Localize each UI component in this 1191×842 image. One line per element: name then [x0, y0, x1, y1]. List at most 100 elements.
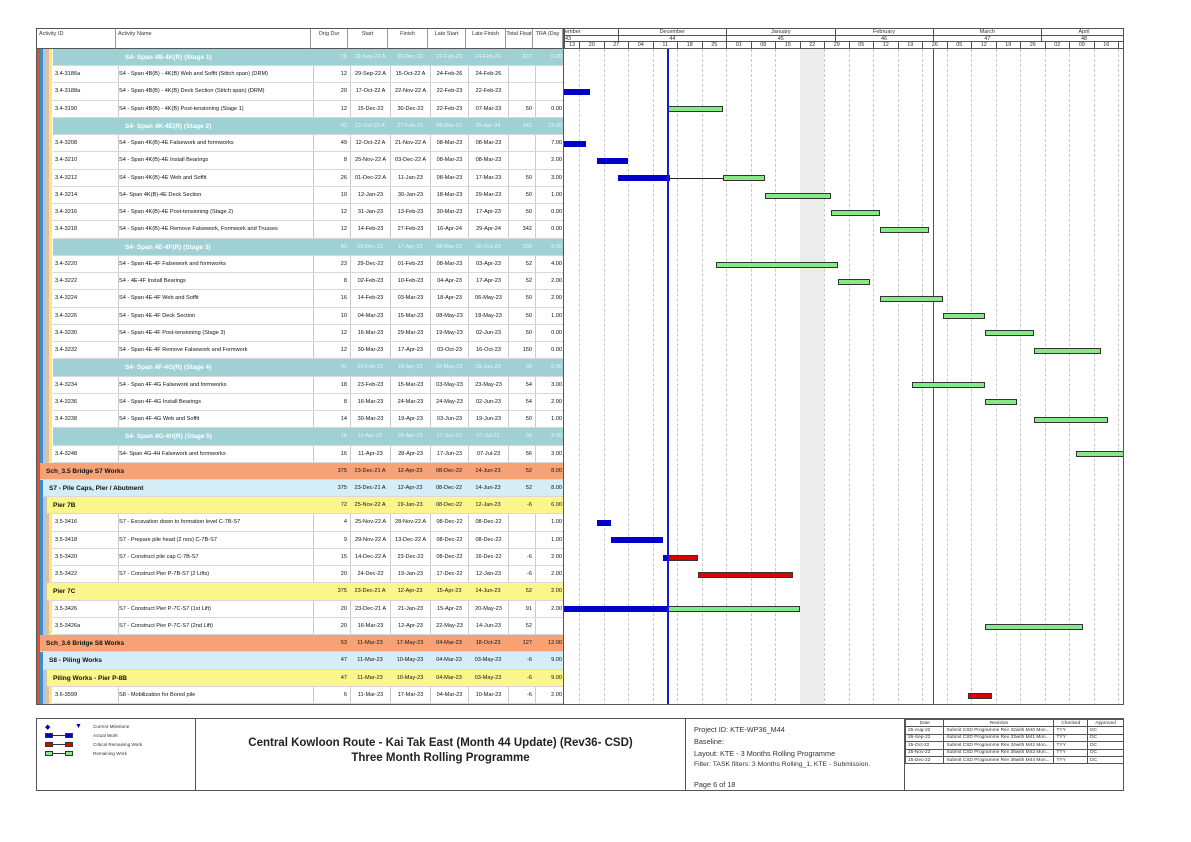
column-header-ls[interactable]: Late Start: [428, 29, 466, 49]
gantt-bar-remaining[interactable]: [1034, 347, 1101, 354]
column-header-tf[interactable]: Total Float: [506, 29, 533, 49]
cell-finish: 19-Jan-23: [390, 566, 430, 583]
revision-cell: 26-Sep-22: [904, 733, 945, 743]
activity-row[interactable]: 3.6-3599 S8 - Mobilization for Bored pile…: [53, 686, 563, 704]
gantt-bar-critical[interactable]: [967, 692, 992, 699]
cell-dur: 8: [313, 152, 350, 169]
gantt-bar-remaining[interactable]: [838, 278, 870, 285]
cell-id: 3.4-3210: [55, 157, 78, 164]
activity-row[interactable]: 3.4-3222 S4 - 4E-4F Install Bearings 8 02-F…: [53, 273, 563, 291]
wbs-group-row[interactable]: S4- Span 4K-4E(R) (Stage 2) 93 12-Oct-22 A…: [53, 117, 563, 136]
wbs-group-row[interactable]: Sch_3.6 Bridge S8 Works 53 11-Mar-23 17-May…: [40, 635, 563, 653]
gantt-bar-remaining[interactable]: [666, 106, 723, 113]
gantt-bar-remaining[interactable]: [943, 313, 985, 320]
gantt-bar-actual[interactable]: [610, 537, 663, 544]
cell-ls: 22-Feb-23: [436, 54, 462, 60]
gantt-bar-actual[interactable]: [663, 554, 667, 561]
activity-row[interactable]: 3.4-3218 S4 - Span 4K(B)-4E Remove Falsew…: [53, 221, 563, 239]
activity-row[interactable]: 3.4-3188a S4 - Span 4B(B) - 4K(B) Deck Se…: [53, 83, 563, 101]
gantt-bar-link[interactable]: [670, 177, 723, 179]
wbs-group-row[interactable]: S4- Span 4F-4G(R) (Stage 4) 41 23-Feb-23 19…: [53, 359, 563, 377]
activity-row[interactable]: 3.5-3426 S7 - Construct Pier P-7C-S7 (1st…: [53, 600, 563, 618]
gantt-bar-remaining[interactable]: [764, 192, 831, 199]
revision-table: Date Revision Checked Approved 25-Aug-22 Subm…: [904, 718, 1124, 765]
activity-row[interactable]: 3.4-3214 S4- Span 4K(B)-4E Deck Section 10…: [53, 186, 565, 205]
gantt-bar-remaining[interactable]: [985, 623, 1083, 630]
activity-row[interactable]: 3.4-3190 S4 - Span 4B(B) - 4K(B) Post-ten…: [53, 100, 563, 118]
column-header-dur[interactable]: Orig Dur: [311, 29, 348, 49]
wbs-group-row[interactable]: Sch_3.5 Bridge S7 Works 375 23-Dec-21 A 12-…: [40, 462, 563, 480]
wbs-group-row[interactable]: S7 - Pile Caps, Pier / Abutment 375 23-Dec…: [43, 480, 563, 498]
gantt-bar-remaining[interactable]: [722, 175, 765, 182]
activity-row[interactable]: 3.4-3220 S4 - Span 4E-4F Falsework and fo…: [53, 255, 563, 274]
cell-tra: 1.00: [535, 186, 565, 204]
gantt-bar-critical[interactable]: [666, 554, 698, 561]
gantt-bar-remaining[interactable]: [1076, 451, 1123, 458]
activity-row[interactable]: 3.4-3210 S4 - Span 4K(B)-4E Install Beari…: [53, 152, 563, 170]
wbs-group-row[interactable]: Pier 7B 72 25-Nov-22 A 19-Jan-23 08-Dec-22 12…: [47, 497, 563, 515]
wbs-group-row[interactable]: Pier 7C 375 23-Dec-21 A 12-Apr-23 15-Apr-23 1…: [47, 583, 563, 601]
gantt-bar-remaining[interactable]: [1034, 416, 1108, 423]
gantt-bar-critical[interactable]: [698, 571, 793, 578]
column-header-name[interactable]: Activity Name: [116, 29, 311, 49]
column-header-tra[interactable]: TRA (Day: [533, 29, 563, 49]
cell-name: Pier 7C: [53, 588, 76, 596]
column-header-id[interactable]: Activity ID: [37, 29, 116, 49]
cell-start: 11-Mar-23: [357, 640, 383, 647]
cell-start: 16-Mar-23: [350, 393, 390, 411]
revision-row: 25-Aug-22 Submit CSD Programme Rev 32with…: [904, 726, 1124, 735]
wbs-level-stripe: [43, 49, 46, 704]
revision-cell: TYY: [1053, 748, 1089, 757]
gantt-bar-actual[interactable]: [596, 520, 611, 527]
activity-row[interactable]: 3.4-3234 S4 - Span 4F-4G Falsework and fo…: [53, 376, 563, 394]
wbs-group-row[interactable]: S4- Span 4G-4H(R) (Stage 5) 16 11-Apr-23 28…: [53, 428, 563, 446]
cell-id: 3.4-3248: [55, 450, 78, 457]
gantt-bar-remaining[interactable]: [880, 227, 929, 234]
activity-row[interactable]: 3.4-3216 S4 - Span 4K(B)-4E Post-tensioni…: [53, 204, 563, 222]
cell-lf: 03-May-23: [474, 674, 502, 681]
activity-row[interactable]: 3.5-3416 S7 - Excavation down to formatio…: [53, 514, 565, 532]
column-header-lf[interactable]: Late Finish: [466, 29, 506, 49]
wbs-group-row[interactable]: S4- Span 4B-4K(R) (Stage 1) 76 29-Sep-22 A…: [53, 49, 563, 67]
column-header-start[interactable]: Start: [348, 29, 388, 49]
cell-tf: 50: [508, 169, 535, 186]
cell-tra: 1.00: [535, 514, 565, 531]
gantt-bar-remaining[interactable]: [985, 330, 1034, 337]
gantt-bar-remaining[interactable]: [985, 399, 1017, 406]
gantt-bar-actual[interactable]: [564, 89, 590, 96]
cell-name: S4 - Span 4E-4F Falsework and formworks: [118, 255, 313, 273]
gantt-bar-remaining[interactable]: [911, 382, 985, 389]
activity-row[interactable]: 3.5-3418 S7 - Prepare pile head (2 nos) C…: [53, 531, 563, 549]
gantt-bar-remaining[interactable]: [880, 295, 943, 302]
gantt-bar-actual[interactable]: [564, 606, 667, 613]
gantt-bar-actual[interactable]: [617, 175, 670, 182]
activity-row[interactable]: 3.4-3238 S4 - Span 4F-4G Web and Soffit 14…: [53, 411, 563, 429]
activity-row[interactable]: 3.4-3208 S4 - Span 4K(B)-4E Falsework and…: [53, 135, 563, 153]
activity-row[interactable]: 3.4-3236 S4 - Span 4F-4G Install Bearings…: [53, 393, 563, 412]
gantt-bar-actual[interactable]: [564, 140, 586, 147]
column-header-finish[interactable]: Finish: [388, 29, 428, 49]
activity-row[interactable]: 3.4-3232 S4 - Span 4E-4F Remove Falsework…: [53, 342, 563, 360]
wbs-group-row[interactable]: Piling Works - Pier P-8B 47 11-Mar-23 10-Ma…: [47, 669, 563, 687]
gantt-bar-actual[interactable]: [596, 158, 628, 165]
activity-row[interactable]: 3.4-3212 S4 - Span 4K(B)-4E Web and Soffi…: [53, 169, 563, 187]
cell-start: 23-Dec-21 A: [354, 467, 386, 474]
activity-row[interactable]: 3.4-3248 S4- Span 4G-4H Falsework and for…: [53, 445, 563, 463]
gantt-bar-remaining[interactable]: [666, 606, 800, 613]
gantt-bar-remaining[interactable]: [715, 261, 838, 268]
activity-row[interactable]: 3.4-3186a S4 - Span 4B(B) - 4K(B) Web and…: [53, 66, 563, 84]
gantt-bar-remaining[interactable]: [831, 209, 880, 216]
activity-row[interactable]: 3.4-3224 S4 - Span 4E-4F Web and Soffit 16…: [53, 290, 565, 308]
activity-row[interactable]: 3.5-3420 S7 - Construct pile cap C-7B-S7 1…: [53, 548, 563, 567]
activity-row[interactable]: 3.5-3422 S7 - Construct Pier P-7B-S7 (2 L…: [53, 566, 563, 584]
wbs-group-row[interactable]: S8 - Piling Works 47 11-Mar-23 10-May-23 04-…: [43, 652, 563, 670]
cell-id: 3.4-3218: [55, 226, 78, 233]
revision-cell: DC: [1087, 741, 1124, 750]
activity-row[interactable]: 3.4-3226 S4 - Span 4E-4F Deck Section 10 04…: [53, 307, 563, 325]
cell-start: 29-Sep-22 A: [350, 66, 390, 83]
wbs-group-row[interactable]: S4- Span 4E-4F(R) (Stage 3) 83 29-Dec-22 17…: [53, 238, 563, 256]
cell-tra: 2.00: [535, 290, 565, 307]
activity-row[interactable]: 3.5-3426a S7 - Construct Pier P-7C-S7 (2n…: [53, 617, 563, 636]
activity-row[interactable]: 3.4-3230 S4 - Span 4E-4F Post-tensioning …: [53, 324, 563, 343]
cell-start: 02-Feb-23: [350, 273, 390, 290]
